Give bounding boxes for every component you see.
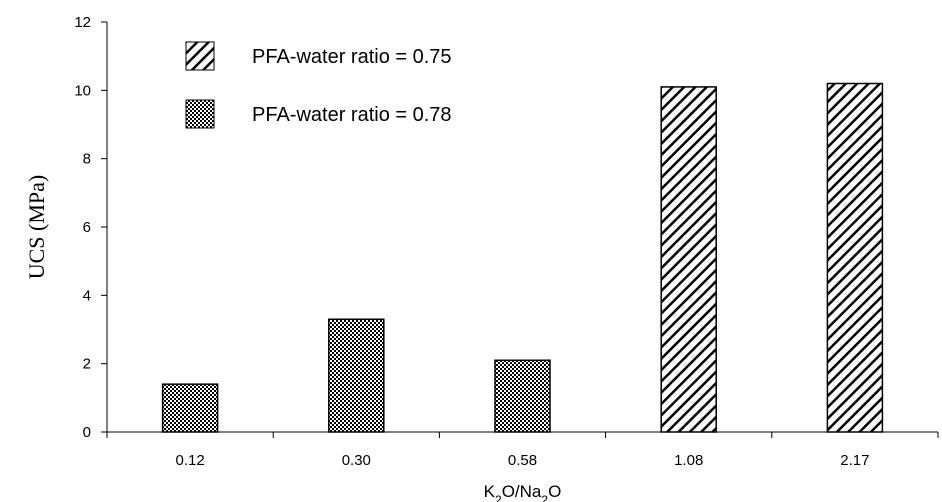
x-axis-title: K2O/Na2O — [484, 482, 562, 502]
y-axis: 0 2 4 6 8 10 12 — [74, 14, 108, 441]
legend: PFA-water ratio = 0.75 PFA-water ratio =… — [185, 41, 452, 129]
x-axis-title-part: O/Na — [502, 482, 542, 501]
x-tick-label: 0.58 — [508, 452, 537, 469]
y-tick-label: 8 — [83, 151, 91, 168]
bar — [328, 318, 385, 433]
axis-labels: UCS (MPa)K2O/Na2O — [24, 175, 561, 502]
legend-label-0-75: PFA-water ratio = 0.75 — [252, 46, 452, 68]
x-tick-label: 1.08 — [674, 452, 703, 469]
y-tick-label: 12 — [74, 14, 91, 31]
x-axis-title-subscript: 2 — [541, 493, 548, 502]
y-tick-label: 0 — [83, 424, 91, 441]
legend-swatch-check — [185, 99, 215, 129]
bar — [161, 383, 219, 433]
bar — [826, 82, 884, 433]
x-tick-label: 0.12 — [175, 452, 204, 469]
bars — [161, 82, 884, 433]
x-axis-title-subscript: 2 — [495, 493, 502, 502]
bar — [494, 359, 551, 433]
x-axis-title-part: O — [548, 482, 561, 501]
legend-label-0-78: PFA-water ratio = 0.78 — [252, 104, 452, 126]
x-axis: 0.12 0.30 0.58 1.08 2.17 — [106, 431, 939, 469]
y-tick-label: 4 — [83, 287, 91, 304]
x-tick-label: 2.17 — [840, 452, 869, 469]
y-tick-label: 2 — [83, 356, 91, 373]
y-axis-title: UCS (MPa) — [24, 175, 49, 280]
x-tick-label: 0.30 — [342, 452, 371, 469]
y-tick-label: 10 — [74, 82, 91, 99]
legend-swatch-hatch — [185, 41, 215, 71]
y-tick-label: 6 — [83, 219, 91, 236]
x-axis-title-part: K — [484, 482, 496, 501]
bar — [660, 86, 717, 433]
